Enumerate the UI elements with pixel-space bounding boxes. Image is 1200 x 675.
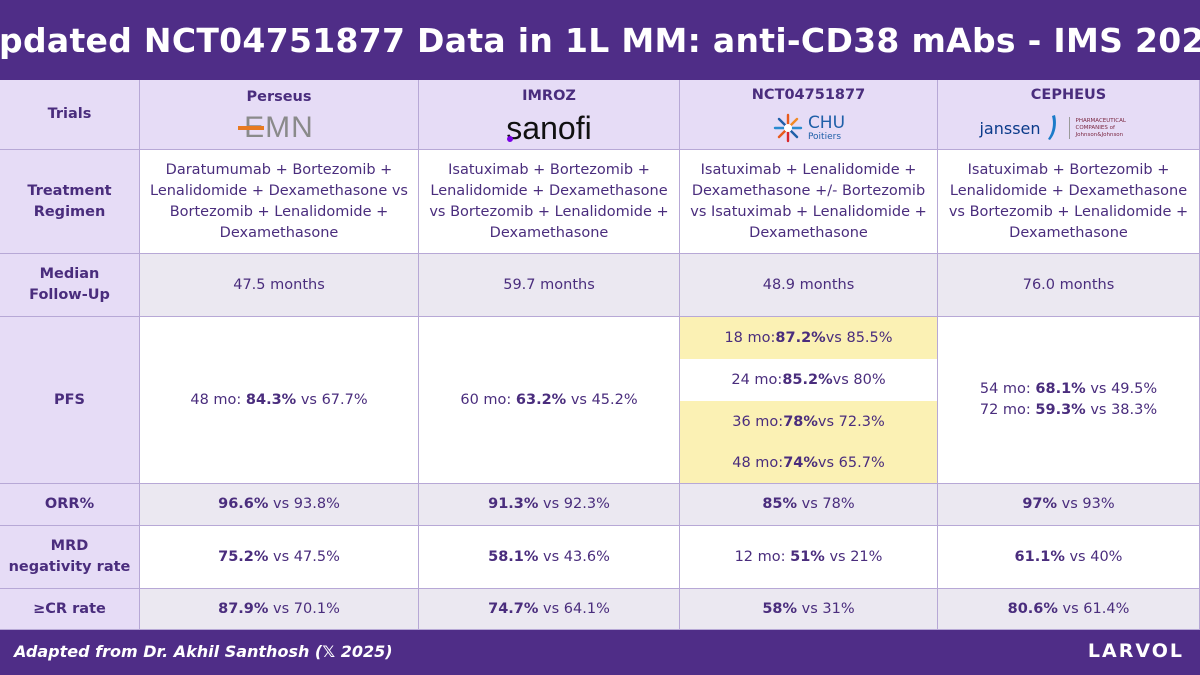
emn-logo: EMN [238, 113, 314, 143]
chu-poitiers-logo: CHU Poitiers [772, 112, 845, 144]
comparison-table: Trials Treatment Regimen Median Follow-U… [0, 80, 1200, 630]
trial-name: Perseus [246, 89, 312, 105]
janssen-logo: janssen PHARMACEUTICAL COMPANIES of John… [979, 112, 1157, 144]
mrd-cell: 75.2% vs 47.5% [140, 526, 419, 589]
row-label-mrd: MRD negativity rate [0, 526, 140, 589]
cr-cell: 58% vs 31% [680, 589, 938, 630]
pfs-value: 48 mo: 84.3% vs 67.7% [190, 391, 368, 408]
row-label-orr: ORR% [0, 484, 140, 526]
pfs-value-48mo: 48 mo: 74% vs 65.7% [680, 443, 937, 483]
pfs-value-36mo: 36 mo: 78% vs 72.3% [680, 401, 937, 443]
cr-cell: 74.7% vs 64.1% [419, 589, 680, 630]
orr-cell: 97% vs 93% [938, 484, 1200, 526]
title-bar: Updated NCT04751877 Data in 1L MM: anti-… [0, 0, 1200, 80]
row-label-followup: Median Follow-Up [0, 254, 140, 317]
followup-cell: 48.9 months [680, 254, 938, 317]
trial-name: NCT04751877 [751, 87, 866, 103]
trial-header-imroz: IMROZ sanofi [419, 80, 680, 150]
row-label-regimen: Treatment Regimen [0, 150, 140, 254]
trial-header-nct04751877: NCT04751877 CHU Poitiers [680, 80, 938, 150]
followup-cell: 59.7 months [419, 254, 680, 317]
pfs-value-18mo: 18 mo: 87.2% vs 85.5% [680, 317, 937, 359]
regimen-cell: Isatuximab + Bortezomib + Lenalidomide +… [938, 150, 1200, 254]
pfs-value-24mo: 24 mo: 85.2% vs 80% [680, 359, 937, 401]
cr-cell: 80.6% vs 61.4% [938, 589, 1200, 630]
mrd-cell: 61.1% vs 40% [938, 526, 1200, 589]
row-label-trials: Trials [0, 80, 140, 150]
page-title: Updated NCT04751877 Data in 1L MM: anti-… [0, 20, 1200, 60]
trial-header-cepheus: CEPHEUS janssen PHARMACEUTICAL COMPANIES… [938, 80, 1200, 150]
mrd-cell: 12 mo: 51% vs 21% [680, 526, 938, 589]
sanofi-logo: sanofi [506, 110, 592, 146]
pfs-cell: 54 mo: 68.1% vs 49.5% 72 mo: 59.3% vs 38… [938, 317, 1200, 484]
followup-cell: 47.5 months [140, 254, 419, 317]
pfs-cell: 48 mo: 84.3% vs 67.7% [140, 317, 419, 484]
mrd-cell: 58.1% vs 43.6% [419, 526, 680, 589]
regimen-cell: Isatuximab + Bortezomib + Lenalidomide +… [419, 150, 680, 254]
orr-cell: 85% vs 78% [680, 484, 938, 526]
source-credit: Adapted from Dr. Akhil Santhosh (𝕏 2025) [14, 642, 393, 661]
trial-header-perseus: Perseus EMN [140, 80, 419, 150]
followup-cell: 76.0 months [938, 254, 1200, 317]
trial-name: IMROZ [522, 88, 576, 104]
cr-cell: 87.9% vs 70.1% [140, 589, 419, 630]
regimen-cell: Isatuximab + Lenalidomide + Dexamethason… [680, 150, 938, 254]
pfs-cell: 60 mo: 63.2% vs 45.2% [419, 317, 680, 484]
footer-bar: Adapted from Dr. Akhil Santhosh (𝕏 2025)… [0, 630, 1200, 675]
pfs-value: 54 mo: 68.1% vs 49.5% [979, 381, 1158, 397]
pfs-value: 72 mo: 59.3% vs 38.3% [979, 402, 1158, 418]
row-label-cr: ≥CR rate [0, 589, 140, 630]
trial-name: CEPHEUS [1030, 87, 1107, 103]
larvol-logo: LARVOL [1087, 640, 1184, 662]
chu-starburst-icon [773, 113, 803, 143]
orr-cell: 96.6% vs 93.8% [140, 484, 419, 526]
orr-cell: 91.3% vs 92.3% [419, 484, 680, 526]
janssen-swoosh-icon [1047, 115, 1056, 140]
pfs-cell: 18 mo: 87.2% vs 85.5% 24 mo: 85.2% vs 80… [680, 317, 938, 484]
regimen-cell: Daratumumab + Bortezomib + Lenalidomide … [140, 150, 419, 254]
pfs-value: 60 mo: 63.2% vs 45.2% [460, 391, 638, 408]
row-label-pfs: PFS [0, 317, 140, 484]
